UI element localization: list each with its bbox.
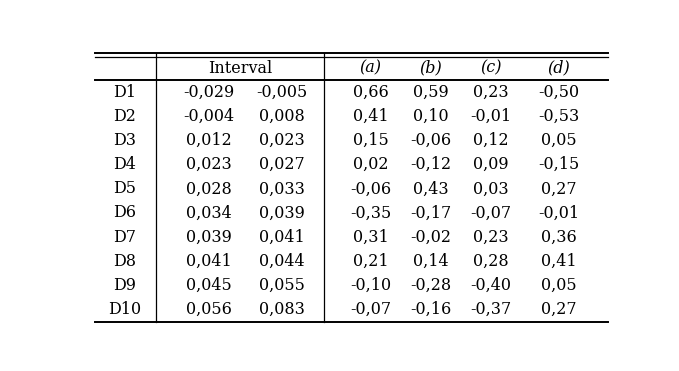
Text: 0,23: 0,23 (473, 229, 509, 246)
Text: 0,09: 0,09 (473, 156, 509, 173)
Text: -0,01: -0,01 (471, 108, 512, 125)
Text: -0,40: -0,40 (471, 277, 511, 294)
Text: 0,033: 0,033 (259, 180, 305, 197)
Text: -0,12: -0,12 (410, 156, 451, 173)
Text: 0,31: 0,31 (352, 229, 388, 246)
Text: -0,02: -0,02 (410, 229, 451, 246)
Text: D7: D7 (113, 229, 136, 246)
Text: (c): (c) (480, 60, 502, 76)
Text: D8: D8 (113, 253, 136, 270)
Text: -0,10: -0,10 (350, 277, 391, 294)
Text: D2: D2 (113, 108, 136, 125)
Text: 0,03: 0,03 (473, 180, 509, 197)
Text: 0,59: 0,59 (413, 84, 449, 101)
Text: D1: D1 (113, 84, 136, 101)
Text: D4: D4 (113, 156, 136, 173)
Text: -0,28: -0,28 (410, 277, 451, 294)
Text: 0,055: 0,055 (259, 277, 305, 294)
Text: -0,16: -0,16 (410, 301, 452, 318)
Text: Interval: Interval (208, 60, 272, 76)
Text: (d): (d) (547, 60, 570, 76)
Text: D6: D6 (113, 204, 136, 221)
Text: D3: D3 (113, 132, 136, 149)
Text: 0,044: 0,044 (259, 253, 305, 270)
Text: 0,039: 0,039 (185, 229, 232, 246)
Text: 0,14: 0,14 (413, 253, 448, 270)
Text: 0,023: 0,023 (259, 132, 305, 149)
Text: -0,50: -0,50 (538, 84, 579, 101)
Text: -0,005: -0,005 (257, 84, 308, 101)
Text: 0,21: 0,21 (353, 253, 388, 270)
Text: 0,083: 0,083 (259, 301, 305, 318)
Text: 0,045: 0,045 (185, 277, 232, 294)
Text: -0,53: -0,53 (538, 108, 579, 125)
Text: 0,15: 0,15 (352, 132, 388, 149)
Text: -0,37: -0,37 (471, 301, 512, 318)
Text: 0,056: 0,056 (185, 301, 232, 318)
Text: 0,028: 0,028 (185, 180, 232, 197)
Text: D9: D9 (113, 277, 136, 294)
Text: 0,27: 0,27 (540, 180, 576, 197)
Text: 0,027: 0,027 (259, 156, 305, 173)
Text: -0,35: -0,35 (350, 204, 391, 221)
Text: 0,02: 0,02 (353, 156, 388, 173)
Text: 0,05: 0,05 (540, 132, 576, 149)
Text: 0,27: 0,27 (540, 301, 576, 318)
Text: 0,36: 0,36 (540, 229, 576, 246)
Text: 0,041: 0,041 (185, 253, 232, 270)
Text: -0,15: -0,15 (538, 156, 579, 173)
Text: D10: D10 (108, 301, 141, 318)
Text: 0,05: 0,05 (540, 277, 576, 294)
Text: 0,66: 0,66 (352, 84, 388, 101)
Text: -0,06: -0,06 (410, 132, 451, 149)
Text: -0,17: -0,17 (410, 204, 452, 221)
Text: -0,07: -0,07 (471, 204, 512, 221)
Text: (b): (b) (419, 60, 442, 76)
Text: 0,10: 0,10 (413, 108, 448, 125)
Text: 0,43: 0,43 (413, 180, 448, 197)
Text: 0,008: 0,008 (259, 108, 305, 125)
Text: 0,039: 0,039 (259, 204, 305, 221)
Text: 0,034: 0,034 (185, 204, 232, 221)
Text: 0,012: 0,012 (185, 132, 232, 149)
Text: 0,41: 0,41 (353, 108, 388, 125)
Text: -0,029: -0,029 (183, 84, 234, 101)
Text: -0,01: -0,01 (538, 204, 579, 221)
Text: 0,23: 0,23 (473, 84, 509, 101)
Text: 0,12: 0,12 (473, 132, 509, 149)
Text: D5: D5 (113, 180, 136, 197)
Text: -0,07: -0,07 (350, 301, 391, 318)
Text: (a): (a) (360, 60, 382, 76)
Text: 0,28: 0,28 (473, 253, 509, 270)
Text: -0,06: -0,06 (350, 180, 391, 197)
Text: 0,023: 0,023 (185, 156, 232, 173)
Text: 0,41: 0,41 (540, 253, 576, 270)
Text: -0,004: -0,004 (183, 108, 234, 125)
Text: 0,041: 0,041 (259, 229, 305, 246)
